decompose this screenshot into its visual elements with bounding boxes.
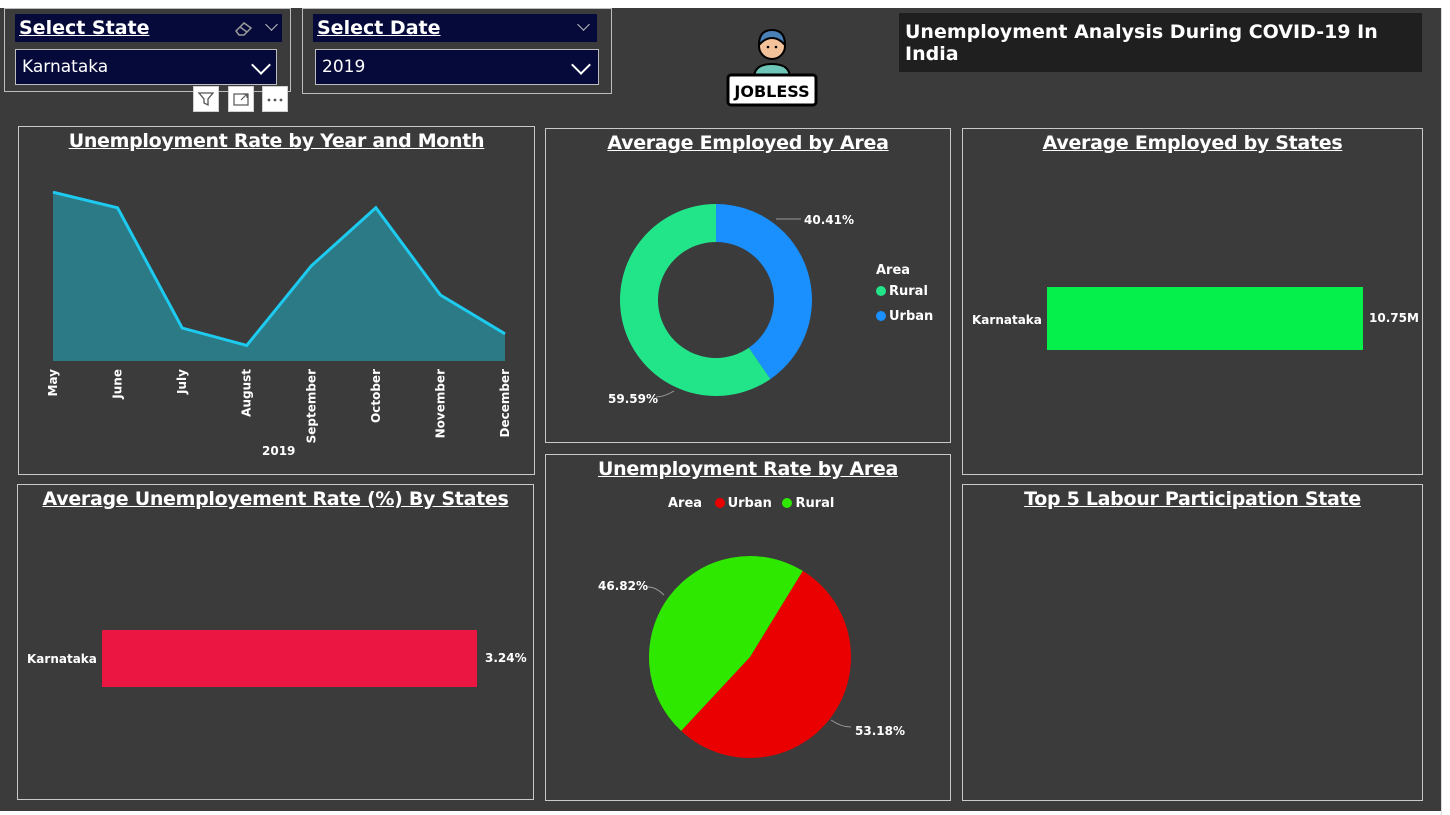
donut-chart: 40.41% 59.59%: [608, 204, 854, 406]
chevron-down-icon[interactable]: [265, 18, 278, 31]
state-slicer-header: Select State: [15, 14, 282, 42]
employed-by-states-panel[interactable]: Average Employed by States Karnataka 10.…: [962, 128, 1423, 475]
bar[interactable]: [102, 630, 477, 687]
focus-mode-icon: [233, 93, 249, 106]
panel-title: Top 5 Labour Participation State: [1024, 488, 1361, 510]
legend: Area Rural Urban: [876, 263, 933, 324]
category-label: Karnataka: [27, 652, 97, 666]
legend-item-rural[interactable]: Rural: [876, 284, 933, 299]
category-label: Karnataka: [972, 313, 1042, 327]
legend-item-urban[interactable]: Urban: [714, 496, 772, 511]
legend-label: Rural: [795, 496, 835, 511]
unemployment-by-states-panel[interactable]: Average Unemployement Rate (%) By States…: [17, 484, 534, 800]
legend-item-rural[interactable]: Rural: [782, 496, 834, 511]
x-tick-label: November: [433, 369, 447, 438]
data-label-urban: 40.41%: [804, 213, 854, 227]
panel-title: Unemployment Rate by Year and Month: [68, 130, 485, 152]
date-slicer-header: Select Date: [313, 14, 597, 42]
chevron-down-icon: [251, 55, 271, 75]
chevron-down-icon[interactable]: [577, 18, 590, 31]
legend: Area Urban Rural: [668, 496, 834, 511]
x-tick-label: August: [240, 369, 254, 417]
state-dropdown-value: Karnataka: [22, 57, 109, 77]
data-label: 3.24%: [485, 651, 527, 665]
legend-title: Area: [876, 263, 911, 278]
panel-title: Average Employed by States: [1042, 132, 1343, 154]
x-tick-label: October: [369, 369, 383, 423]
jobless-logo: JOBLESS: [724, 18, 820, 114]
bar[interactable]: [1047, 287, 1363, 350]
slice-urban[interactable]: [716, 204, 812, 380]
panel-title: Average Employed by Area: [607, 132, 889, 154]
window-right-strip: [1441, 8, 1450, 815]
date-slicer-title: Select Date: [317, 17, 441, 39]
unemployment-by-month-panel[interactable]: Unemployment Rate by Year and Month May J…: [18, 126, 535, 475]
data-label-rural: 46.82%: [598, 579, 648, 593]
state-slicer-title: Select State: [19, 17, 150, 39]
area-chart: May June July August September October Novembe…: [46, 190, 512, 443]
state-slicer: Select State Karnataka: [4, 8, 291, 92]
more-options-icon: [267, 98, 283, 102]
data-label-urban: 53.18%: [855, 724, 905, 738]
jobless-logo-text: JOBLESS: [733, 82, 809, 101]
unemployment-by-area-panel[interactable]: Unemployment Rate by Area Area Urban Rur…: [545, 454, 951, 801]
x-axis-year-label: 2019: [262, 444, 296, 458]
leader-line: [655, 390, 675, 398]
more-options-button[interactable]: [262, 86, 288, 112]
dashboard-title: Unemployment Analysis During COVID-19 In…: [905, 21, 1378, 65]
x-tick-label: July: [175, 369, 189, 395]
date-dropdown-value: 2019: [322, 57, 366, 77]
filter-button[interactable]: [193, 86, 219, 112]
panel-title: Average Unemployement Rate (%) By States: [42, 488, 509, 510]
series-line[interactable]: [52, 190, 506, 348]
labour-participation-panel[interactable]: Top 5 Labour Participation State: [962, 484, 1423, 801]
filter-icon: [197, 92, 215, 107]
chevron-down-icon: [571, 55, 591, 75]
state-dropdown[interactable]: Karnataka: [15, 49, 277, 85]
slice-urban[interactable]: [681, 570, 851, 758]
leader-line: [830, 719, 852, 728]
jobless-person-icon: JOBLESS: [726, 28, 818, 107]
x-tick-label: May: [46, 369, 60, 397]
x-tick-label: September: [304, 369, 318, 443]
dashboard-title-box: Unemployment Analysis During COVID-19 In…: [899, 13, 1422, 72]
pie-chart: 46.82% 53.18%: [598, 555, 905, 758]
date-slicer: Select Date 2019: [302, 8, 612, 94]
area-fill: [53, 192, 505, 361]
leader-line: [647, 586, 665, 596]
legend-label: Rural: [889, 284, 928, 299]
x-tick-label: December: [498, 369, 512, 438]
slice-rural[interactable]: [620, 204, 771, 396]
data-label: 10.75M: [1369, 311, 1419, 325]
slice-rural[interactable]: [648, 555, 803, 731]
employed-by-area-panel[interactable]: Average Employed by Area 40.41% 59.59% Ar…: [545, 128, 951, 443]
data-label-rural: 59.59%: [608, 392, 658, 406]
legend-label: Urban: [889, 309, 934, 324]
legend-item-urban[interactable]: Urban: [876, 309, 933, 324]
x-tick-label: June: [111, 369, 125, 400]
date-dropdown[interactable]: 2019: [315, 49, 599, 85]
legend-title: Area: [668, 496, 703, 511]
eraser-icon[interactable]: [233, 19, 255, 37]
focus-mode-button[interactable]: [228, 86, 254, 112]
panel-title: Unemployment Rate by Area: [597, 458, 899, 480]
legend-label: Urban: [727, 496, 772, 511]
